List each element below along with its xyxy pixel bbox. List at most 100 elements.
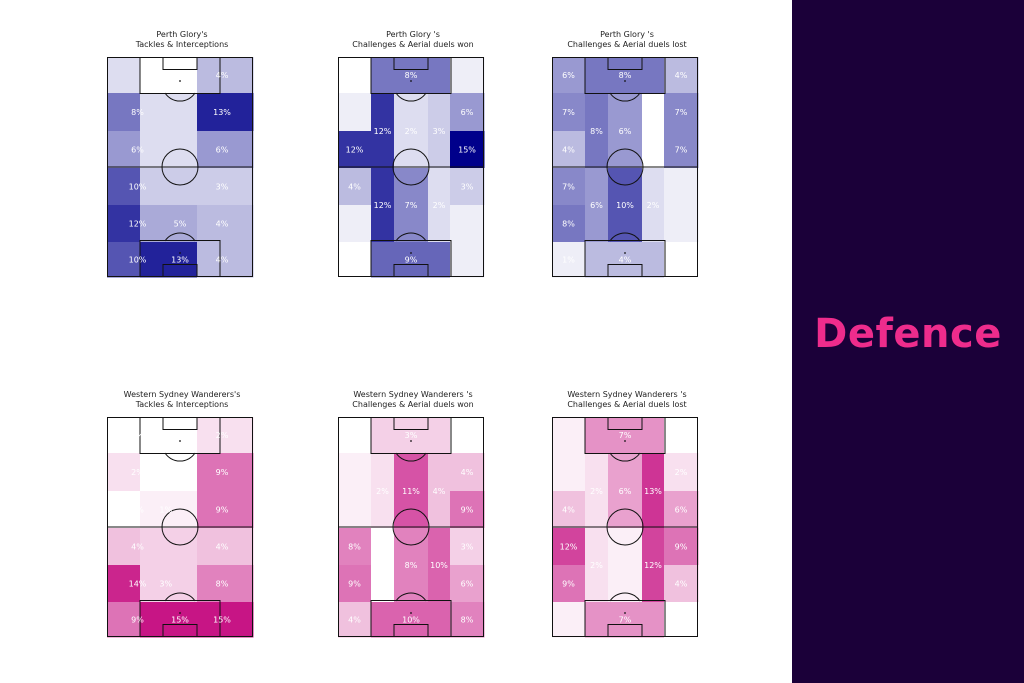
penalty-arc-top [609,92,641,102]
penalty-spot-bottom [624,612,626,614]
penalty-spot-bottom [410,252,412,254]
penalty-spot-bottom [624,252,626,254]
data-label: 6% [562,71,575,80]
heatmap-cell [642,528,665,566]
heatmap-cell [642,131,665,169]
heatmap-cell [140,168,164,206]
heatmap-cell [338,205,372,243]
data-label: 1% [159,506,172,515]
heatmap-cell [608,168,643,206]
data-label: 4% [348,183,361,192]
heatmap-cell [197,565,220,603]
data-label: 9% [348,580,361,589]
heatmap-cell [642,453,665,492]
heatmap-cell [107,205,141,243]
heatmap-cell [338,93,372,132]
data-label: 0% [131,431,144,440]
data-label: 10% [402,616,420,625]
data-label: 0% [348,256,361,265]
data-label: 15% [458,146,476,155]
penalty-spot-top [410,440,412,442]
heatmap-cell [338,602,372,638]
heatmap-cell [197,205,220,243]
data-label: 7% [675,108,688,117]
heatmap-cell [664,528,699,566]
heatmap-cell [585,602,609,638]
heatmap-cell [140,131,164,169]
heatmap-cell [450,93,485,132]
heatmap-area: Perth Glory's Tackles & Interceptions 0% 4%… [107,30,722,638]
heatmap-cell [197,93,220,132]
heatmap-cell [428,168,451,206]
heatmap-cell [338,565,372,603]
heatmap-cell [450,491,485,529]
data-label: 13% [171,256,189,265]
heatmap-cell [585,491,609,529]
heatmap-cells [552,57,699,278]
heatmap-cell [664,57,699,94]
data-label: 10% [616,201,634,210]
heatmap-cell [450,131,485,169]
heatmap-cell [394,242,429,278]
six-yard-box-top [162,57,198,70]
chart-title: Western Sydney Wanderers 's Challenges & … [318,390,508,410]
data-label: 6% [131,146,144,155]
data-label: 0% [348,431,361,440]
pitch-lines [338,57,484,277]
six-yard-box-top [607,57,643,70]
heatmap-cell [428,602,451,638]
heatmap-cell [428,93,451,132]
data-label: 4% [216,220,229,229]
heatmap-cell [608,131,643,169]
heatmap-cell [371,491,395,529]
heatmap-cell [552,565,586,603]
centre-circle [606,508,644,546]
data-label: 9% [675,543,688,552]
heatmap-cell [450,565,485,603]
data-label: 4% [562,146,575,155]
data-label: 4% [216,71,229,80]
pitch-lines [107,417,253,637]
heatmap-cell [428,491,451,529]
heatmap-cell [664,93,699,132]
pitch-lines [338,417,484,637]
heatmap-cell [450,57,485,94]
data-label: 6% [590,201,603,210]
six-yard-box-top [393,57,429,70]
penalty-spot-top [410,80,412,82]
heatmap-cell [608,242,643,278]
data-label: 0% [461,431,474,440]
data-label: 13% [213,108,231,117]
penalty-spot-top [624,440,626,442]
heatmap-cell [338,57,372,94]
heatmap-cell [107,528,141,566]
heatmap-cell [552,168,586,206]
data-label: 5% [174,220,187,229]
heatmap-cell [642,491,665,529]
heatmap-cell [552,453,586,492]
penalty-arc-bottom [609,232,641,242]
heatmap-cell [371,565,395,603]
heatmap-cell [197,453,220,492]
data-label: 6% [619,127,632,136]
data-label: 0% [131,506,144,515]
data-labels: 0% 4% 8% 13% 6% 6% 10% 3% 12% 5% 4% 10% 13% 4% [129,71,232,265]
data-label: 2% [376,487,389,496]
six-yard-box-top [162,417,198,430]
chart-title: Perth Glory 's Challenges & Aerial duels … [532,30,722,50]
heatmap-cell [585,205,609,243]
heatmap-cell [371,168,395,206]
heatmap-cell [394,602,429,638]
heatmap-cell [219,131,254,169]
six-yard-box-bottom [393,264,429,277]
data-label: 10% [129,256,147,265]
heatmap-cell [664,453,699,492]
heatmap-cell [219,168,254,206]
heatmap-cell [371,417,395,454]
data-label: 8% [461,616,474,625]
data-label: 12% [560,543,578,552]
heatmap-cell [394,57,429,94]
heatmap-cell [642,57,665,94]
heatmap-cell [107,57,141,94]
heatmap-cell [197,491,220,529]
